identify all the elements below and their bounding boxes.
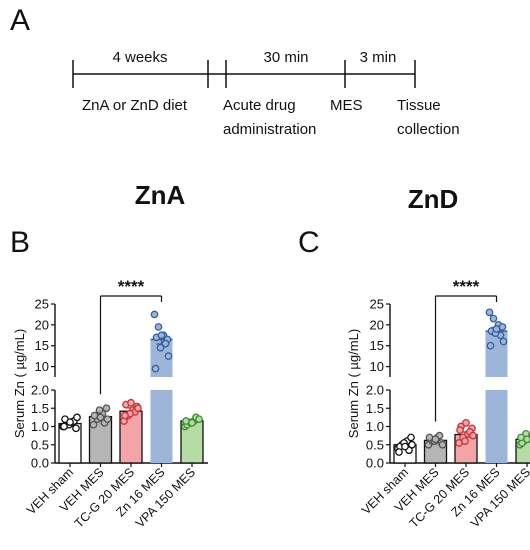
y-tick-label: 15 [370, 338, 384, 353]
y-tick-label: 1.0 [31, 419, 49, 434]
data-point [469, 431, 477, 440]
label-mes: MES [330, 97, 363, 114]
significance-label: **** [453, 277, 480, 296]
data-point [499, 337, 508, 346]
y-tick-label: 25 [35, 297, 49, 312]
data-point [154, 323, 163, 331]
data-point [161, 339, 170, 348]
data-point [164, 352, 173, 360]
data-point [60, 422, 68, 431]
label-tissue-line1: Tissue [397, 97, 441, 114]
y-axis-label: Serum Zn ( µg/mL) [346, 329, 361, 438]
data-point [485, 308, 494, 317]
data-point [73, 413, 81, 422]
data-point [157, 331, 166, 340]
data-point [134, 404, 142, 413]
label-drug-line1: Acute drug [223, 97, 296, 114]
data-point [195, 415, 203, 424]
data-point [151, 364, 160, 373]
y-tick-label: 10 [35, 359, 49, 374]
data-point [150, 310, 159, 319]
y-tick-label: 1.5 [31, 401, 49, 416]
data-point [188, 418, 196, 427]
y-tick-label: 0.5 [366, 437, 384, 452]
chart-zna: 0.0 0.5 1.0 1.5 2.0 10 15 20 25 Serum Zn ( µg/mL)… [12, 277, 208, 531]
chart-title-znd: ZnD [408, 184, 459, 214]
data-point [156, 343, 165, 352]
y-tick-label: 0.5 [31, 437, 49, 452]
y-tick-label: 25 [370, 297, 384, 312]
data-point [456, 426, 464, 434]
data-point [431, 435, 440, 444]
data-point [72, 424, 80, 433]
y-tick-label: 20 [35, 317, 49, 332]
data-point [95, 406, 104, 414]
duration-mes: 3 min [360, 49, 397, 66]
data-point [102, 404, 111, 413]
duration-drug: 30 min [263, 49, 308, 66]
data-point [121, 411, 129, 420]
data-point [401, 442, 409, 451]
data-point [489, 314, 498, 323]
y-axis-label: Serum Zn ( µg/mL) [12, 329, 27, 438]
y-tick-label: 15 [35, 338, 49, 353]
panel-label-c: C [298, 226, 320, 259]
chart-znd: 0.0 0.5 1.0 1.5 2.0 10 15 20 25 Serum Zn ( µg/mL)… [346, 277, 530, 531]
data-point [89, 420, 98, 429]
data-point [103, 415, 112, 424]
y-tick-label: 20 [370, 317, 384, 332]
data-point [486, 341, 495, 350]
y-tick-label: 0.0 [366, 456, 384, 471]
data-point [461, 437, 469, 445]
data-point [395, 448, 403, 456]
bar-lower-segment [485, 390, 508, 463]
label-diet: ZnA or ZnD diet [82, 97, 188, 114]
timeline: 4 weeks 30 min 3 min ZnA or ZnD diet Acu… [72, 49, 460, 138]
data-point [127, 398, 135, 407]
data-point [462, 418, 470, 427]
chart-title-zna: ZnA [135, 180, 186, 210]
data-point [523, 435, 530, 444]
y-tick-label: 1.5 [366, 401, 384, 416]
y-tick-label: 10 [370, 359, 384, 374]
panel-label-a: A [10, 4, 30, 37]
y-tick-label: 1.0 [366, 419, 384, 434]
panel-label-b: B [10, 226, 30, 259]
label-drug-line2: administration [223, 121, 316, 138]
y-tick-label: 0.0 [31, 456, 49, 471]
data-point [96, 413, 105, 422]
y-tick-label: 2.0 [31, 383, 49, 398]
data-point [66, 418, 74, 426]
bar-lower-segment [150, 390, 173, 463]
duration-diet: 4 weeks [112, 49, 167, 66]
significance-label: **** [118, 277, 145, 296]
data-point [408, 440, 416, 449]
data-point [492, 325, 501, 333]
label-tissue-line2: collection [397, 121, 460, 138]
data-point [407, 433, 415, 442]
data-point [438, 440, 447, 449]
y-tick-label: 2.0 [366, 383, 384, 398]
